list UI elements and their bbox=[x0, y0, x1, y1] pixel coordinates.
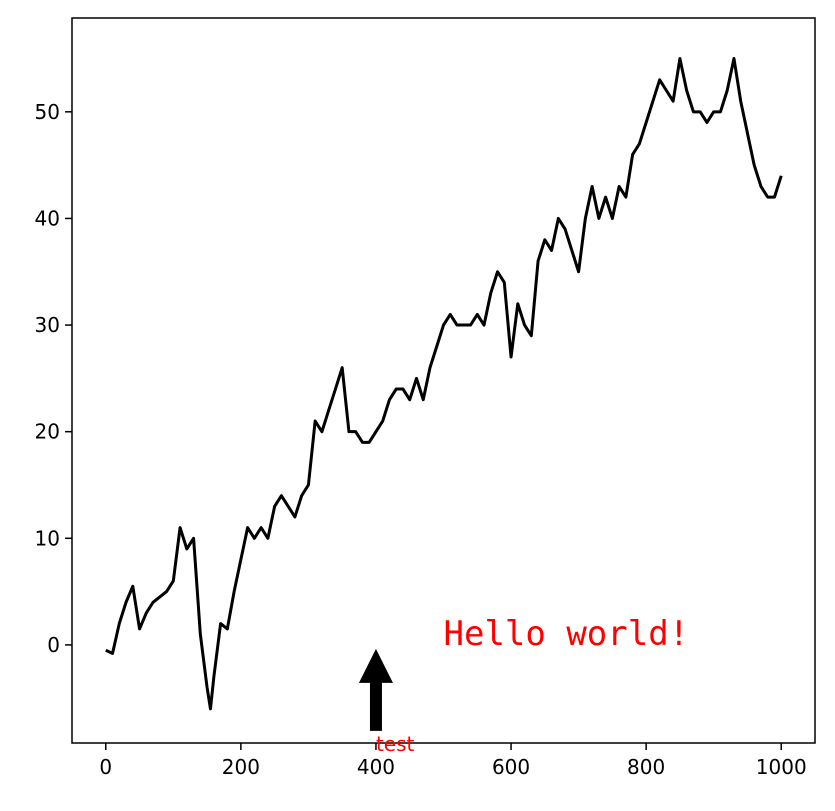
x-tick-label: 600 bbox=[492, 755, 530, 779]
axes-frame bbox=[71, 17, 816, 744]
y-tick-label: 40 bbox=[35, 206, 60, 230]
y-tick-label: 20 bbox=[35, 420, 60, 444]
x-tick-label: 400 bbox=[357, 755, 395, 779]
annotation-text: Hello world! bbox=[444, 614, 690, 654]
data-line bbox=[105, 57, 783, 711]
x-tick-label: 200 bbox=[222, 755, 260, 779]
x-tick-label: 0 bbox=[99, 755, 112, 779]
annotation-arrow bbox=[358, 648, 393, 731]
y-tick-label: 10 bbox=[35, 526, 60, 550]
x-tick-label: 1000 bbox=[756, 755, 807, 779]
x-tick-label: 800 bbox=[627, 755, 665, 779]
y-tick-label: 50 bbox=[35, 100, 60, 124]
y-tick-label: 30 bbox=[35, 313, 60, 337]
y-tick-label: 0 bbox=[47, 633, 60, 657]
annotation-text: test bbox=[376, 732, 415, 756]
